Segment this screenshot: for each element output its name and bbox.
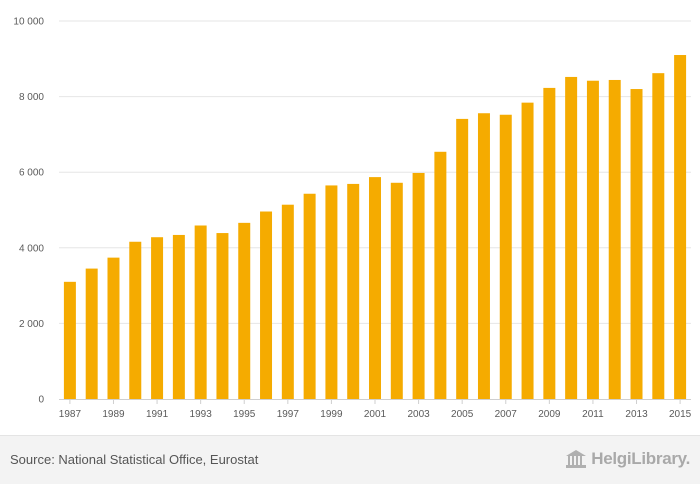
x-tick-label: 1995 — [233, 409, 256, 420]
bar-2010[interactable] — [565, 76, 578, 399]
bar-1994[interactable] — [216, 233, 229, 399]
y-tick-label: 4 000 — [19, 243, 44, 254]
bar-2007[interactable] — [499, 114, 512, 399]
library-building-icon — [566, 450, 587, 468]
bar-1991[interactable] — [151, 237, 164, 399]
bar-2003[interactable] — [412, 172, 425, 399]
bar-2015[interactable] — [674, 55, 687, 400]
bar-1989[interactable] — [107, 257, 120, 399]
x-tick-label: 2007 — [495, 409, 518, 420]
x-tick-label: 1999 — [320, 409, 343, 420]
y-tick-label: 6 000 — [19, 168, 44, 179]
bar-2000[interactable] — [347, 183, 360, 399]
bar-chart: 0 2 000 4 000 6 000 8 000 10 000 1987 1989 1991… — [13, 17, 692, 421]
bar-2012[interactable] — [608, 79, 621, 399]
helgi-library-logo[interactable]: HelgiLibrary. — [565, 446, 690, 472]
bar-1998[interactable] — [303, 193, 316, 399]
bar-1992[interactable] — [172, 234, 185, 399]
bar-1990[interactable] — [129, 241, 142, 399]
y-tick-label: 2 000 — [19, 319, 44, 330]
y-tick-label: 8 000 — [19, 92, 44, 103]
bar-1999[interactable] — [325, 185, 338, 399]
bar-2005[interactable] — [456, 118, 469, 399]
x-tick-label: 1997 — [277, 409, 300, 420]
bars — [63, 55, 687, 400]
x-tick-label: 2009 — [538, 409, 561, 420]
x-axis-ticks: 1987 1989 1991 1993 1995 1997 1999 2001 2003 2005… — [59, 399, 692, 420]
bar-1996[interactable] — [260, 211, 273, 399]
bar-2006[interactable] — [477, 113, 490, 400]
logo-text: HelgiLibrary. — [591, 449, 690, 468]
bar-2009[interactable] — [543, 87, 556, 399]
bar-2008[interactable] — [521, 102, 534, 399]
bar-2014[interactable] — [652, 73, 665, 399]
bar-1997[interactable] — [281, 204, 294, 399]
x-tick-label: 2001 — [364, 409, 387, 420]
source-text: Source: National Statistical Office, Eur… — [10, 452, 259, 467]
bar-2002[interactable] — [390, 182, 403, 399]
footer: Source: National Statistical Office, Eur… — [0, 435, 700, 484]
y-tick-label: 10 000 — [13, 17, 44, 28]
x-tick-label: 2003 — [407, 409, 430, 420]
bar-1995[interactable] — [238, 222, 251, 399]
x-tick-label: 2005 — [451, 409, 474, 420]
x-tick-label: 2013 — [625, 409, 648, 420]
bar-1993[interactable] — [194, 225, 207, 399]
x-tick-label: 1989 — [102, 409, 125, 420]
bar-2011[interactable] — [586, 80, 599, 399]
y-axis-ticks: 0 2 000 4 000 6 000 8 000 10 000 — [13, 17, 44, 406]
bar-1988[interactable] — [85, 268, 98, 399]
x-tick-label: 2011 — [582, 409, 604, 420]
x-tick-label: 2015 — [669, 409, 692, 420]
bar-2013[interactable] — [630, 89, 643, 399]
bar-2004[interactable] — [434, 151, 447, 399]
x-tick-label: 1991 — [146, 409, 169, 420]
y-tick-label: 0 — [38, 395, 44, 406]
x-tick-label: 1987 — [59, 409, 82, 420]
bar-1987[interactable] — [63, 281, 76, 399]
x-tick-label: 1993 — [190, 409, 213, 420]
bar-2001[interactable] — [369, 177, 381, 399]
grid-lines — [59, 20, 691, 324]
